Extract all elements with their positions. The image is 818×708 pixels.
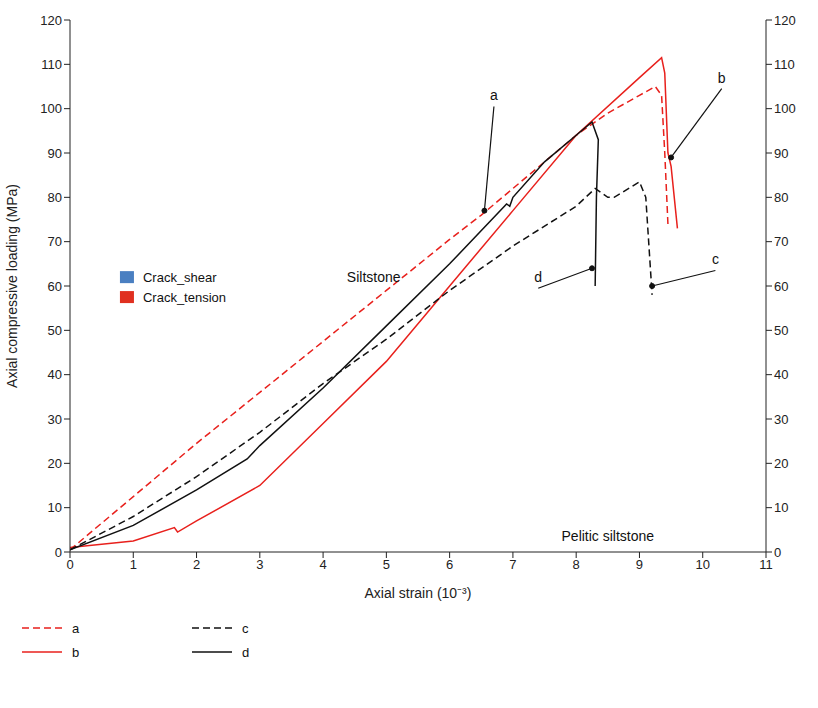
svg-text:Crack_shear: Crack_shear <box>143 270 217 285</box>
html-text:a: a <box>72 620 80 636</box>
svg-text:4: 4 <box>319 557 326 572</box>
svg-text:120: 120 <box>40 13 62 28</box>
svg-text:b: b <box>718 70 726 86</box>
svg-text:100: 100 <box>774 101 796 116</box>
svg-text:40: 40 <box>48 367 62 382</box>
svg-text:0: 0 <box>55 545 62 560</box>
svg-text:30: 30 <box>774 412 788 427</box>
svg-text:10: 10 <box>48 500 62 515</box>
svg-text:20: 20 <box>774 456 788 471</box>
svg-text:a: a <box>490 87 498 103</box>
svg-text:7: 7 <box>509 557 516 572</box>
svg-text:30: 30 <box>48 412 62 427</box>
svg-text:50: 50 <box>774 323 788 338</box>
svg-text:110: 110 <box>774 57 795 72</box>
svg-text:10: 10 <box>695 557 709 572</box>
svg-text:c: c <box>712 251 719 267</box>
svg-text:70: 70 <box>48 234 62 249</box>
svg-text:11: 11 <box>759 557 773 572</box>
svg-text:80: 80 <box>48 190 62 205</box>
svg-text:70: 70 <box>774 234 788 249</box>
svg-text:20: 20 <box>48 456 62 471</box>
svg-text:0: 0 <box>774 545 781 560</box>
svg-text:d: d <box>534 269 542 285</box>
html-text:b: b <box>72 644 80 660</box>
svg-text:1: 1 <box>130 557 137 572</box>
svg-text:Pelitic siltstone: Pelitic siltstone <box>562 528 655 544</box>
svg-text:120: 120 <box>774 13 796 28</box>
svg-text:40: 40 <box>774 367 788 382</box>
svg-text:60: 60 <box>48 279 62 294</box>
html-text:c: c <box>242 620 249 636</box>
svg-text:6: 6 <box>446 557 453 572</box>
svg-text:10: 10 <box>774 500 788 515</box>
svg-text:Crack_tension: Crack_tension <box>143 290 226 305</box>
svg-text:5: 5 <box>383 557 390 572</box>
svg-text:80: 80 <box>774 190 788 205</box>
svg-text:100: 100 <box>40 101 62 116</box>
svg-text:90: 90 <box>774 146 788 161</box>
svg-text:2: 2 <box>193 557 200 572</box>
svg-text:50: 50 <box>48 323 62 338</box>
svg-text:9: 9 <box>636 557 643 572</box>
svg-text:Axial compressive loading (MPa: Axial compressive loading (MPa) <box>4 184 20 388</box>
svg-text:60: 60 <box>774 279 788 294</box>
svg-text:Axial strain (10⁻³): Axial strain (10⁻³) <box>365 585 472 601</box>
svg-text:110: 110 <box>41 57 62 72</box>
svg-text:90: 90 <box>48 146 62 161</box>
svg-text:0: 0 <box>66 557 73 572</box>
svg-text:8: 8 <box>573 557 580 572</box>
svg-text:Siltstone: Siltstone <box>347 269 401 285</box>
html-text:d: d <box>242 644 250 660</box>
svg-text:3: 3 <box>256 557 263 572</box>
